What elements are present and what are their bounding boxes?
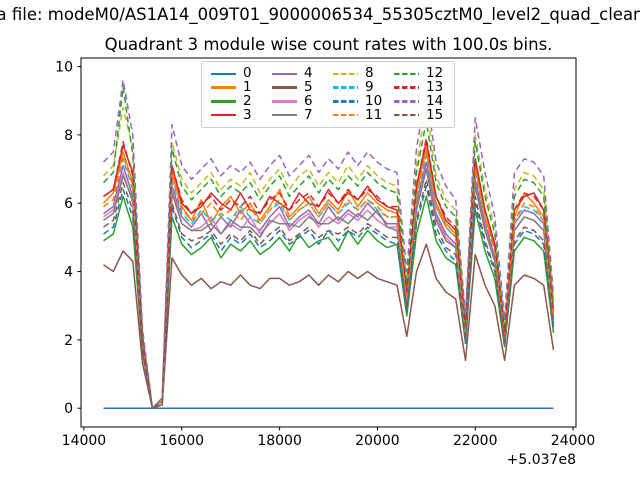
y-tick-label: 8	[64, 128, 73, 144]
figure-suptitle: a file: modeM0/AS1A14_009T01_9000006534_…	[0, 5, 640, 24]
legend-line-sample-12	[394, 72, 419, 76]
legend-line-sample-10	[333, 100, 358, 103]
y-tick-label: 6	[64, 196, 73, 212]
y-tick-label: 10	[55, 60, 73, 76]
legend-item-8: 8	[333, 67, 384, 81]
legend-line-sample-13	[394, 86, 419, 89]
legend-line-sample-14	[394, 100, 419, 103]
legend-item-11: 11	[333, 108, 384, 122]
legend-item-7: 7	[272, 108, 323, 122]
legend-line-sample-9	[333, 86, 358, 89]
legend-line-sample-7	[272, 113, 297, 117]
series-line-9	[103, 154, 555, 409]
legend-item-12: 12	[394, 67, 445, 81]
legend-label-9: 9	[365, 79, 374, 96]
legend-item-10: 10	[333, 92, 384, 109]
legend-line-sample-15	[394, 113, 419, 117]
legend-label-6: 6	[304, 92, 313, 109]
legend-item-3: 3	[211, 108, 262, 122]
legend-line-sample-4	[272, 72, 297, 76]
figure-suptitle-clip: a file: modeM0/AS1A14_009T01_9000006534_…	[0, 5, 640, 27]
series-line-5	[103, 243, 555, 409]
series-line-8	[102, 103, 555, 409]
series-line-14	[102, 79, 555, 409]
legend-item-0: 0	[211, 67, 262, 81]
x-axis-offset-label: +5.037e8	[507, 452, 576, 468]
y-tick-label: 2	[64, 333, 73, 349]
series-line-11	[103, 151, 555, 409]
series-line-15	[103, 178, 555, 409]
legend-label-0: 0	[243, 65, 252, 82]
legend-label-3: 3	[243, 106, 252, 123]
legend-label-11: 11	[365, 106, 383, 123]
legend-label-13: 13	[426, 79, 444, 96]
legend-line-sample-11	[333, 113, 358, 117]
legend-line-sample-6	[272, 100, 297, 103]
legend-line-sample-0	[211, 72, 236, 76]
series-line-7	[103, 168, 555, 409]
legend-item-13: 13	[394, 79, 445, 96]
legend-line-sample-5	[272, 86, 297, 89]
legend-item-4: 4	[272, 67, 323, 81]
series-line-13	[103, 137, 555, 409]
x-tick-label: 20000	[355, 433, 400, 449]
y-tick-label: 4	[64, 265, 73, 281]
legend-item-9: 9	[333, 79, 384, 96]
x-tick-label: 24000	[551, 433, 596, 449]
legend-label-1: 1	[243, 79, 252, 96]
legend-label-4: 4	[304, 65, 313, 82]
legend-item-5: 5	[272, 79, 323, 96]
legend-label-8: 8	[365, 65, 374, 82]
series-line-10	[103, 185, 555, 409]
legend-label-12: 12	[426, 65, 444, 82]
axes-title: Quadrant 3 module wise count rates with …	[104, 35, 553, 54]
legend-label-15: 15	[426, 106, 444, 123]
legend-line-sample-8	[333, 72, 358, 76]
legend-label-10: 10	[365, 92, 383, 109]
series-line-2	[103, 195, 555, 409]
legend-item-2: 2	[211, 92, 262, 109]
y-tick-label: 0	[64, 401, 73, 417]
series-line-4	[103, 161, 555, 409]
axes-frame	[80, 57, 577, 428]
legend-item-1: 1	[211, 79, 262, 96]
legend-item-14: 14	[394, 92, 445, 109]
x-tick-label: 14000	[62, 433, 107, 449]
legend-item-6: 6	[272, 92, 323, 109]
legend: 0 1 2 3 4 5 6 7 8 9 10 11 12 13 14 15	[201, 61, 455, 128]
legend-line-sample-1	[211, 86, 236, 89]
x-tick-label: 16000	[159, 433, 204, 449]
x-tick-label: 22000	[453, 433, 498, 449]
legend-label-7: 7	[304, 106, 313, 123]
x-tick-label: 18000	[257, 433, 302, 449]
legend-label-14: 14	[426, 92, 444, 109]
legend-line-sample-3	[211, 113, 236, 117]
series-line-12	[102, 86, 555, 409]
legend-item-15: 15	[394, 108, 445, 122]
legend-line-sample-2	[211, 100, 236, 103]
legend-label-2: 2	[243, 92, 252, 109]
legend-label-5: 5	[304, 79, 313, 96]
